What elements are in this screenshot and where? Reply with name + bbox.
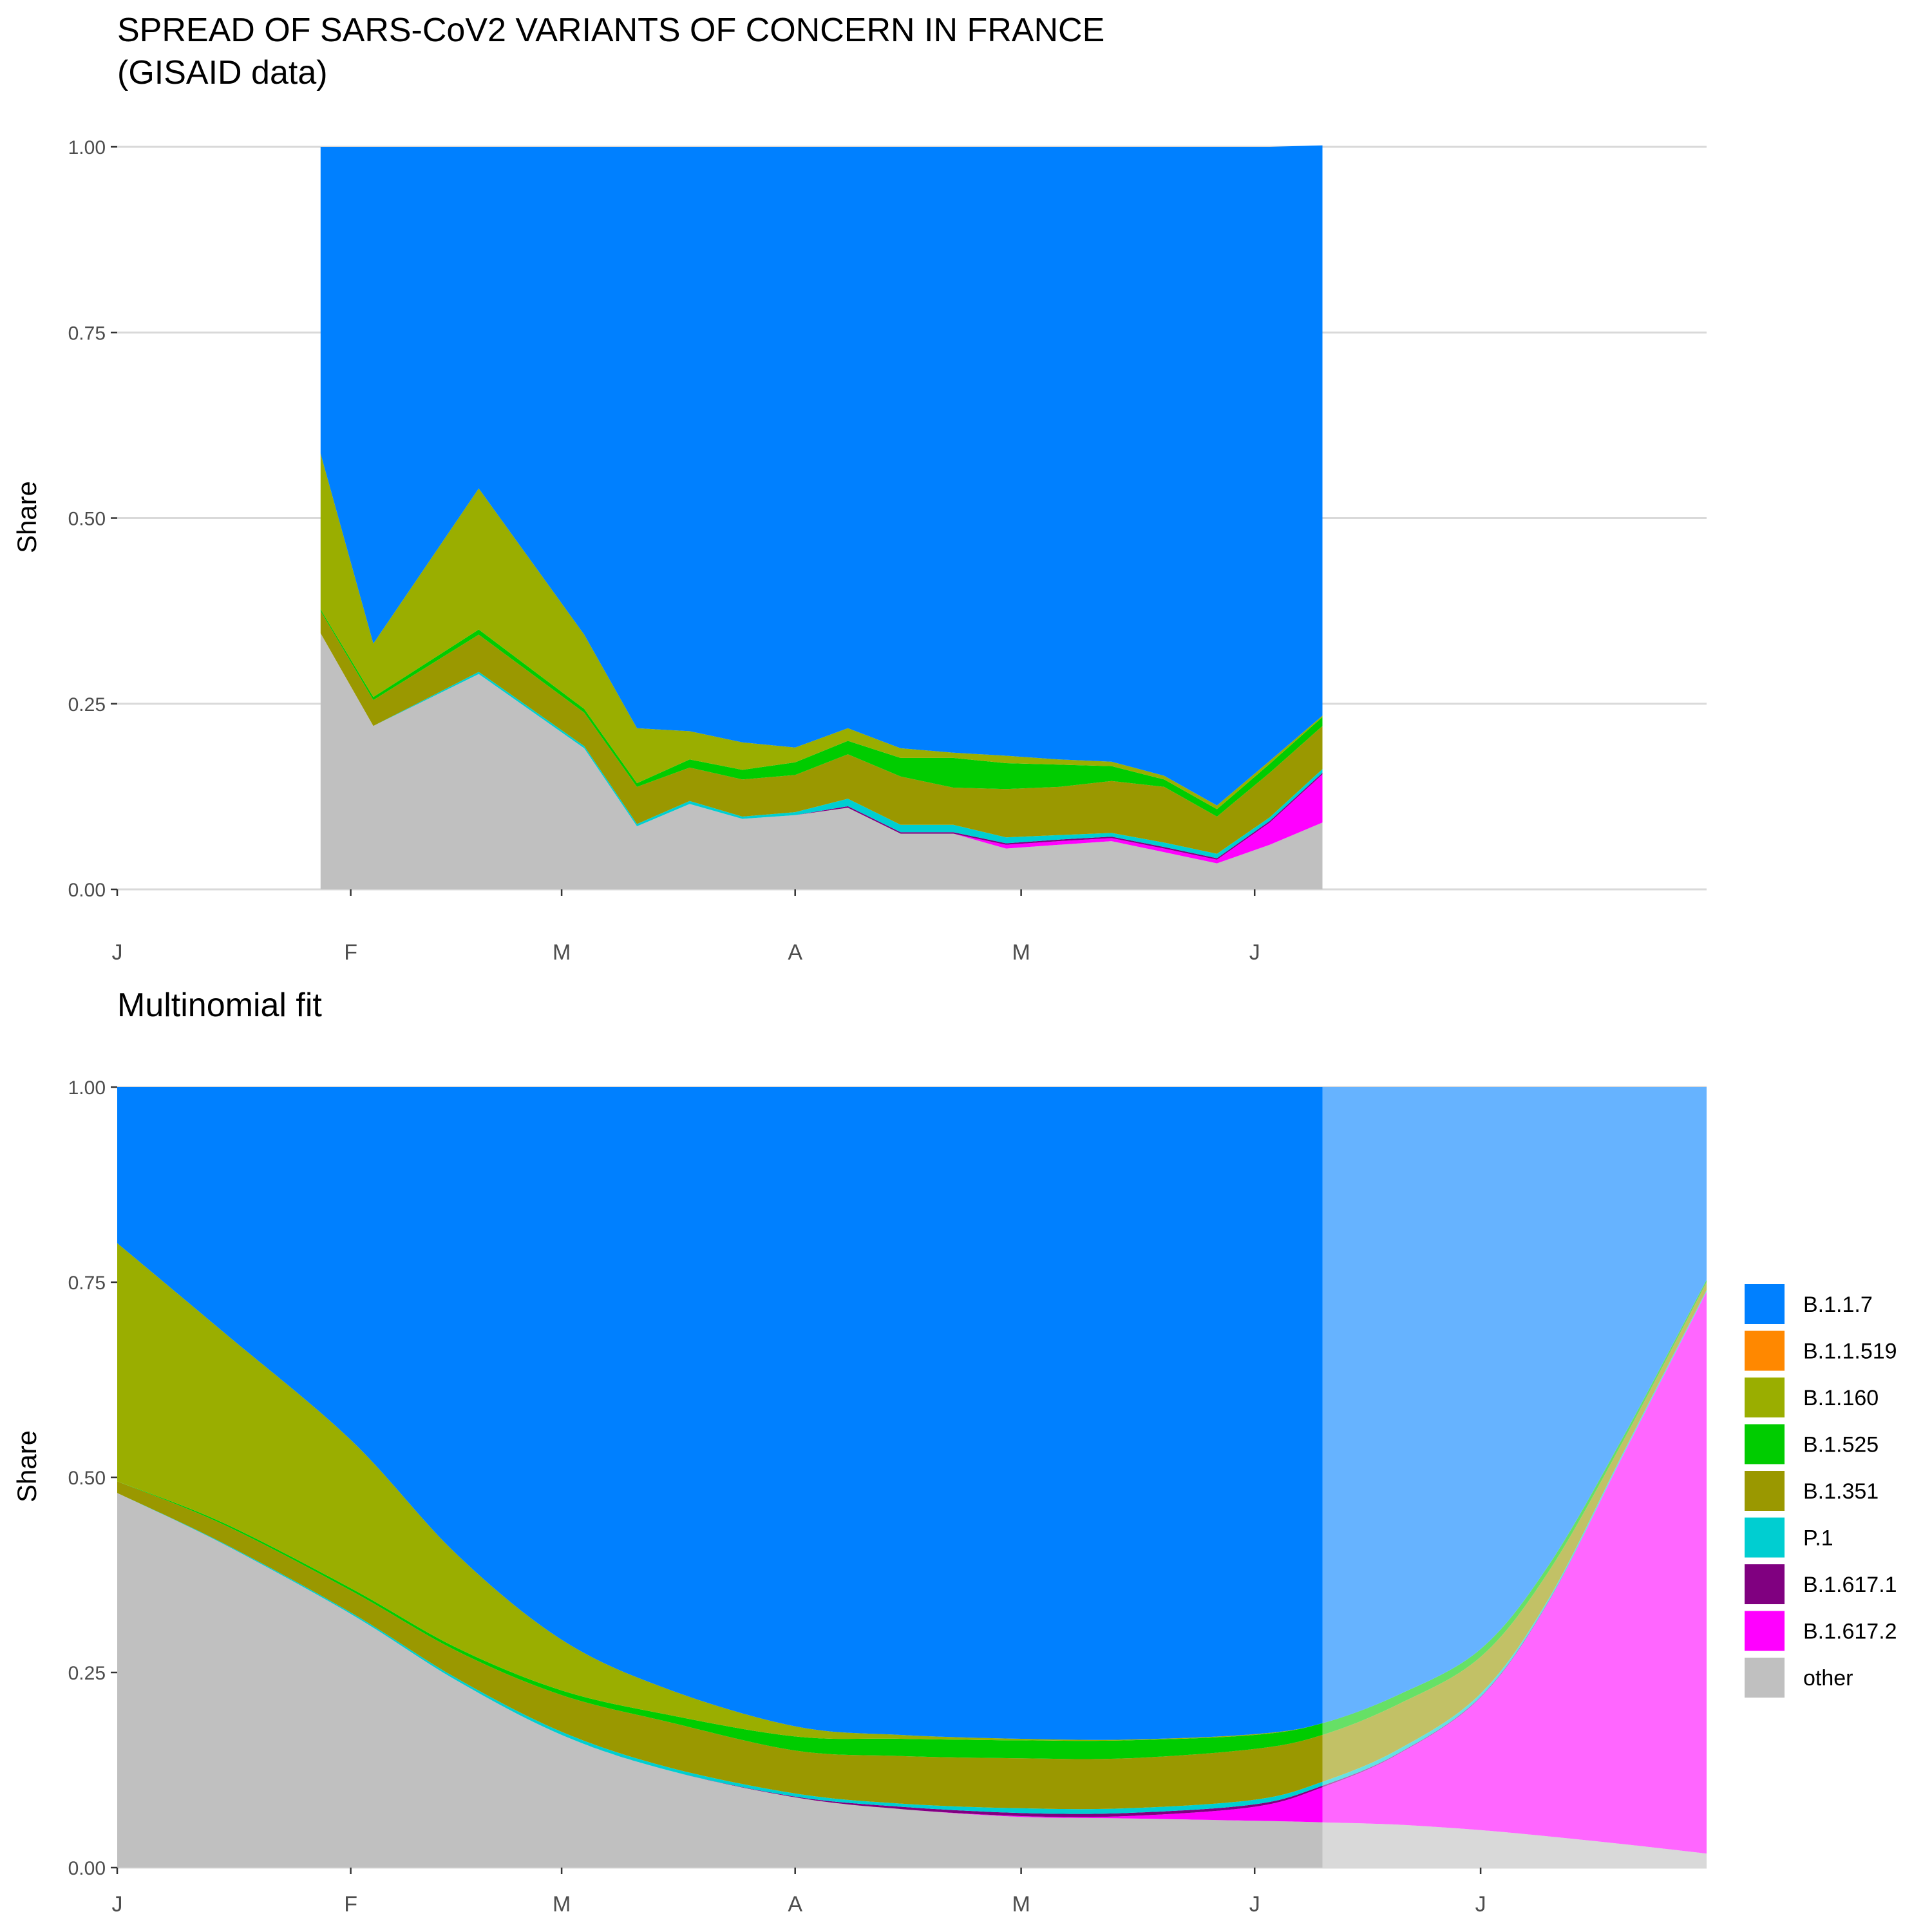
- y-tick-label: 0.75: [68, 323, 106, 344]
- x-tick-label: J: [112, 1892, 123, 1917]
- chart-subtitle: (GISAID data): [117, 54, 328, 91]
- chart-title: SPREAD OF SARS-CoV2 VARIANTS OF CONCERN …: [117, 12, 1104, 49]
- x-tick-label: M: [1012, 1892, 1030, 1917]
- y-axis: 0.00 0.25 0.50 0.75 1.00: [68, 1077, 117, 1879]
- x-tick-label: J: [112, 940, 123, 965]
- legend-item-b-1-617-2: B.1.617.2: [1743, 1609, 1897, 1653]
- x-tick-label: F: [344, 940, 357, 965]
- legend-item-b-1-160: B.1.160: [1743, 1376, 1879, 1419]
- legend-swatch: [1743, 1656, 1786, 1699]
- legend-label: B.1.1.7: [1803, 1293, 1873, 1317]
- x-tick-label: J: [1475, 1892, 1486, 1917]
- area-other: [117, 1493, 1707, 1868]
- x-tick-label: J: [1249, 1892, 1260, 1917]
- legend-label: B.1.1.519: [1803, 1340, 1897, 1364]
- area-layers: [320, 145, 1323, 889]
- area-layers: [117, 1087, 1707, 1868]
- y-tick-label: 0.50: [68, 1468, 106, 1489]
- legend-label: B.1.617.1: [1803, 1573, 1897, 1597]
- legend-swatch: [1743, 1283, 1786, 1325]
- x-tick-label: M: [553, 1892, 571, 1917]
- legend-item-other: other: [1743, 1656, 1853, 1699]
- legend-swatch: [1743, 1470, 1786, 1512]
- legend-item-b-1-525: B.1.525: [1743, 1423, 1879, 1466]
- legend-swatch: [1743, 1423, 1786, 1466]
- area-b-1-1-7: [320, 145, 1323, 806]
- y-tick-label: 0.25: [68, 694, 106, 715]
- y-tick-label: 1.00: [68, 137, 106, 158]
- x-tick-label: M: [553, 940, 571, 965]
- y-axis-label: Share: [12, 1430, 42, 1502]
- x-tick-label: A: [788, 1892, 802, 1917]
- area-other: [320, 633, 1323, 889]
- y-axis-label: Share: [12, 481, 42, 553]
- chart-title: Multinomial fit: [117, 987, 322, 1024]
- x-tick-label: M: [1012, 940, 1030, 965]
- y-tick-label: 1.00: [68, 1077, 106, 1099]
- area-b-1-351: [320, 611, 1323, 854]
- legend-item-p-1: P.1: [1743, 1516, 1833, 1559]
- x-tick-label: A: [788, 940, 802, 965]
- legend-label: P.1: [1803, 1526, 1833, 1551]
- panel-top: SPREAD OF SARS-CoV2 VARIANTS OF CONCERN …: [12, 12, 1707, 965]
- legend-swatch: [1743, 1376, 1786, 1419]
- x-tick-label: J: [1249, 940, 1260, 965]
- legend-item-b-1-351: B.1.351: [1743, 1470, 1879, 1512]
- panel-bottom: Multinomial fit 0.00 0.25 0.50 0.75 1.00 J F M…: [12, 987, 1707, 1917]
- legend-item-b-1-1-7: B.1.1.7: [1743, 1283, 1873, 1325]
- legend-label: B.1.160: [1803, 1386, 1879, 1410]
- y-tick-label: 0.75: [68, 1273, 106, 1294]
- area-b-1-351: [117, 1282, 1707, 1810]
- area-b-1-1-7: [117, 1087, 1707, 1740]
- legend-label: B.1.525: [1803, 1433, 1879, 1457]
- legend-item-b-1-1-519: B.1.1.519: [1743, 1329, 1897, 1372]
- y-tick-label: 0.00: [68, 880, 106, 901]
- y-tick-label: 0.25: [68, 1663, 106, 1684]
- area-b-1-160: [320, 453, 1323, 810]
- legend-swatch: [1743, 1609, 1786, 1653]
- y-tick-label: 0.50: [68, 509, 106, 530]
- legend-label: B.1.617.2: [1803, 1620, 1897, 1644]
- forecast-overlay: [1322, 1087, 1707, 1868]
- y-axis: 0.00 0.25 0.50 0.75 1.00: [68, 137, 117, 901]
- area-b-1-160: [117, 1243, 1707, 1741]
- legend: B.1.1.7 B.1.1.519 B.1.160 B.1.525 B.1.351 P.1…: [1743, 1283, 1897, 1699]
- y-tick-label: 0.00: [68, 1858, 106, 1879]
- legend-swatch: [1743, 1329, 1786, 1372]
- legend-item-b-1-617-1: B.1.617.1: [1743, 1563, 1897, 1605]
- legend-swatch: [1743, 1563, 1786, 1605]
- legend-label: B.1.351: [1803, 1479, 1879, 1504]
- area-b-1-617-2: [117, 1291, 1707, 1854]
- legend-label: other: [1803, 1666, 1853, 1690]
- legend-swatch: [1743, 1516, 1786, 1559]
- x-tick-label: F: [344, 1892, 357, 1917]
